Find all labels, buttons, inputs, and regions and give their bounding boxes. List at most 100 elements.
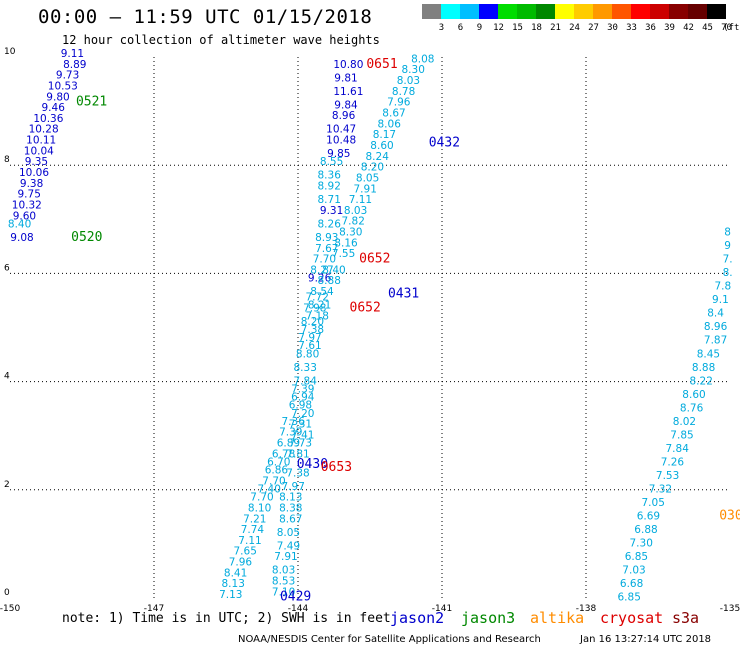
data-point-label: 7.38	[301, 324, 324, 336]
colorbar-unit: (ft)	[723, 23, 740, 33]
data-point-label: 8.96	[332, 110, 356, 122]
colorbar-swatch	[612, 4, 631, 19]
data-point-label: 8.60	[682, 389, 705, 401]
colorbar-label: 24	[569, 23, 580, 33]
colorbar-label: 12	[493, 23, 504, 33]
data-point-label: 7.96	[229, 557, 253, 569]
data-point-label: 8.05	[356, 172, 379, 184]
y-tick-label: 0	[4, 588, 10, 598]
data-point-label: 10.28	[29, 124, 59, 136]
pass-time-label: 0653	[321, 460, 352, 475]
pass-time-label: 0652	[359, 252, 390, 267]
data-point-label: 8.13	[222, 578, 245, 590]
data-point-label: 8	[724, 227, 731, 239]
data-point-label: 8.76	[680, 402, 704, 414]
data-point-label: 8.60	[370, 140, 393, 152]
data-point-label: 7.82	[342, 216, 365, 228]
colorbar-swatch	[536, 4, 555, 19]
colorbar-label: 30	[607, 23, 618, 33]
data-point-label: 6.78	[272, 448, 295, 460]
data-point-label: 7.	[723, 254, 733, 266]
colorbar-label: 15	[512, 23, 523, 33]
data-point-label: 7.91	[354, 183, 377, 195]
legend-altika: altika	[530, 609, 585, 627]
data-point-label: 8.40	[322, 264, 345, 276]
data-point-label: 7.61	[298, 340, 321, 352]
data-point-label: 7.97	[282, 481, 305, 493]
data-point-label: 6.94	[291, 392, 315, 404]
colorbar-swatch	[669, 4, 688, 19]
colorbar-label: 21	[550, 23, 561, 33]
data-point-label: 10.36	[33, 113, 63, 125]
data-point-label: 7.05	[642, 497, 665, 509]
pass-time-label: 0429	[280, 590, 311, 605]
data-point-label: 7.74	[241, 524, 265, 536]
colorbar-swatch	[555, 4, 574, 19]
colorbar-swatch	[479, 4, 498, 19]
pass-time-label: 0651	[366, 57, 397, 72]
colorbar-label: 39	[664, 23, 675, 33]
legend-jason3: jason3	[461, 609, 516, 627]
x-tick-label: -144	[288, 604, 309, 614]
data-point-label: 8.03	[397, 75, 420, 87]
data-point-label: 8.4	[707, 308, 724, 320]
data-point-label: 10.11	[26, 135, 56, 147]
colorbar-label: 36	[645, 23, 656, 33]
data-point-label: 8.54	[310, 286, 334, 298]
data-point-label: 8.92	[318, 181, 341, 193]
data-point-label: 7.31	[289, 419, 312, 431]
data-point-label: 10.48	[326, 135, 356, 147]
pass-time-label: 030	[719, 509, 740, 524]
data-point-label: 8.10	[248, 502, 271, 514]
colorbar-label: 3	[438, 23, 445, 33]
footer-note: note: 1) Time is in UTC; 2) SWH is in fe…	[62, 611, 391, 626]
data-point-label: 6.68	[620, 578, 643, 590]
data-point-label: 8.38	[279, 502, 302, 514]
colorbar-label: 9	[476, 23, 483, 33]
data-point-label: 7.67	[315, 243, 338, 255]
data-point-label: 7.91	[274, 551, 297, 563]
data-point-label: 9.26	[308, 273, 332, 285]
x-tick-label: -135	[720, 604, 740, 614]
colorbar-swatch	[688, 4, 707, 19]
data-point-label: 9.85	[327, 148, 350, 160]
data-point-label: 8.93	[315, 232, 338, 244]
pass-time-label: 0520	[71, 230, 102, 245]
colorbar-swatch	[422, 4, 441, 19]
data-point-label: 8.45	[697, 348, 720, 360]
y-tick-label: 2	[4, 480, 10, 490]
data-point-label: 7.39	[279, 427, 302, 439]
data-point-label: 7.84	[294, 375, 318, 387]
data-point-label: 9.84	[334, 99, 358, 111]
y-tick-label: 4	[4, 372, 10, 382]
x-tick-label: -150	[0, 604, 20, 614]
data-point-label: 8.02	[673, 416, 696, 428]
y-tick-label: 10	[4, 47, 16, 57]
data-point-label: 8.88	[692, 362, 715, 374]
data-point-label: 7.8	[714, 281, 731, 293]
data-point-label: 7.72	[306, 291, 329, 303]
y-tick-label: 8	[4, 155, 10, 165]
colorbar-label: 45	[702, 23, 713, 33]
data-point-label: 8.88	[318, 275, 341, 287]
data-point-label: 8.96	[704, 321, 728, 333]
chart-subtitle: 12 hour collection of altimeter wave hei…	[62, 33, 380, 47]
data-point-label: 11.61	[333, 86, 363, 98]
data-point-label: 8.17	[373, 129, 396, 141]
data-point-label: 8.89	[63, 59, 86, 71]
data-point-label: 9.1	[712, 294, 729, 306]
chart-title: 00:00 – 11:59 UTC 01/15/2018	[38, 6, 373, 28]
data-point-label: 6.89	[277, 438, 300, 450]
data-point-label: 8.40	[8, 218, 31, 230]
data-point-label: 9.08	[10, 232, 33, 244]
data-point-label: 8.71	[318, 194, 341, 206]
data-point-label: 6.86	[265, 465, 289, 477]
pass-time-label: 0432	[429, 135, 460, 150]
data-point-label: 8.53	[272, 575, 295, 587]
colorbar-swatch	[631, 4, 650, 19]
data-point-label: 10.80	[333, 59, 363, 71]
data-point-label: 9.35	[25, 156, 48, 168]
colorbar-swatch	[441, 4, 460, 19]
colorbar-swatch	[498, 4, 517, 19]
